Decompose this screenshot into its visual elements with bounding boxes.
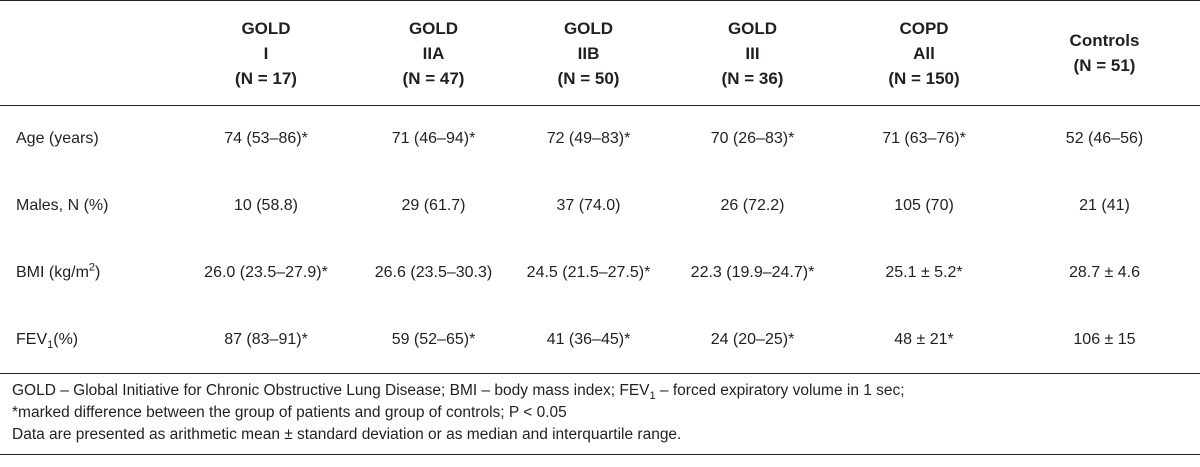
header-cell-copd-all: COPD All (N = 150) (839, 0, 1009, 106)
table-cell: 87 (83–91)* (176, 306, 356, 374)
footnote-line-data-note: Data are presented as arithmetic mean ± … (12, 426, 682, 443)
table-container: GOLD I (N = 17) GOLD IIA (N = 47) GOLD I… (0, 0, 1200, 374)
header-cell-gold-i: GOLD I (N = 17) (176, 0, 356, 106)
header-line: GOLD (563, 18, 614, 38)
row-label-text: Age (years) (16, 130, 99, 148)
table-cell: 22.3 (19.9–24.7)* (690, 264, 815, 281)
table-cell: 25.1 ± 5.2* (885, 264, 963, 281)
table-row-fev1: FEV1(%) 87 (83–91)* 59 (52–65)* 41 (36–4… (0, 306, 1200, 374)
header-line: III (745, 43, 760, 63)
table-cell: 71 (63–76)* (882, 130, 966, 148)
table-row-age: Age (years) 74 (53–86)* 71 (46–94)* 72 (… (0, 106, 1200, 173)
header-line: (N = 47) (402, 68, 465, 88)
table-cell: 24.5 (21.5–27.5)* (526, 264, 651, 281)
table-cell: 52 (46–56) (1065, 130, 1144, 148)
table-cell: 28.7 ± 4.6 (1068, 264, 1141, 281)
superscript: 2 (88, 261, 96, 274)
table-cell: 26.0 (23.5–27.9)* (204, 264, 328, 281)
table-cell: 106 ± 15 (1009, 306, 1200, 374)
table-cell: 70 (26–83)* (710, 130, 795, 148)
footnote-line-significance: *marked difference between the group of … (12, 404, 567, 421)
table-cell: 105 (70) (894, 197, 954, 214)
header-line: IIA (422, 43, 445, 63)
table-cell: 72 (49–83)* (546, 130, 631, 148)
row-label-suffix: (%) (53, 330, 79, 348)
header-cell-gold-iia: GOLD IIA (N = 47) (356, 0, 511, 106)
row-label: Males, N (%) (0, 173, 176, 240)
header-line: (N = 51) (1073, 56, 1136, 75)
header-line: GOLD (408, 18, 459, 38)
table-footnote: GOLD – Global Initiative for Chronic Obs… (0, 374, 1200, 455)
row-label: FEV1(%) (0, 306, 176, 374)
footnote-text: – forced expiratory volume in 1 sec; (655, 382, 905, 399)
header-line: GOLD (727, 18, 778, 38)
table-cell: 10 (58.8) (233, 197, 299, 214)
header-cell-gold-iib: GOLD IIB (N = 50) (511, 0, 666, 106)
row-label: Age (years) (0, 106, 176, 173)
header-line: COPD (899, 18, 949, 38)
table-cell: 29 (61.7) (401, 197, 466, 214)
data-table: GOLD I (N = 17) GOLD IIA (N = 47) GOLD I… (0, 0, 1200, 374)
row-label-text: Males, N (%) (16, 197, 109, 214)
header-line: Controls (1069, 31, 1140, 50)
header-line: GOLD (241, 18, 291, 38)
row-label-text: FEV (16, 330, 48, 348)
subscript: 1 (47, 338, 54, 351)
header-line: (N = 17) (235, 68, 297, 88)
row-label-text: BMI (kg/m (16, 264, 89, 281)
footnote-line-abbreviations: GOLD – Global Initiative for Chronic Obs… (12, 380, 1200, 402)
row-label: BMI (kg/m2) (0, 240, 176, 307)
footnote-text: GOLD – Global Initiative for Chronic Obs… (12, 382, 650, 399)
row-label-suffix: ) (95, 264, 101, 281)
header-row: GOLD I (N = 17) GOLD IIA (N = 47) GOLD I… (0, 0, 1200, 106)
table-cell: 74 (53–86)* (224, 130, 308, 148)
table-row-bmi: BMI (kg/m2) 26.0 (23.5–27.9)* 26.6 (23.5… (0, 240, 1200, 307)
table-row-males: Males, N (%) 10 (58.8) 29 (61.7) 37 (74.… (0, 173, 1200, 240)
header-line: (N = 50) (557, 68, 620, 88)
header-line: I (263, 43, 269, 63)
table-cell: 24 (20–25)* (666, 306, 839, 374)
table-cell: 21 (41) (1079, 197, 1130, 214)
table-cell: 71 (46–94)* (391, 130, 476, 148)
table-cell: 59 (52–65)* (356, 306, 511, 374)
subscript: 1 (649, 390, 656, 403)
table-cell: 41 (36–45)* (511, 306, 666, 374)
header-cell-gold-iii: GOLD III (N = 36) (666, 0, 839, 106)
header-line: (N = 150) (888, 68, 960, 88)
table-cell: 37 (74.0) (556, 197, 621, 214)
header-cell-controls: Controls (N = 51) (1009, 0, 1200, 106)
header-cell-blank (0, 0, 176, 106)
header-line: (N = 36) (721, 68, 784, 88)
table-cell: 48 ± 21* (839, 306, 1009, 374)
table-cell: 26 (72.2) (720, 197, 785, 214)
header-line: IIB (577, 43, 600, 63)
table-cell: 26.6 (23.5–30.3) (374, 264, 493, 281)
header-line: All (913, 43, 935, 63)
